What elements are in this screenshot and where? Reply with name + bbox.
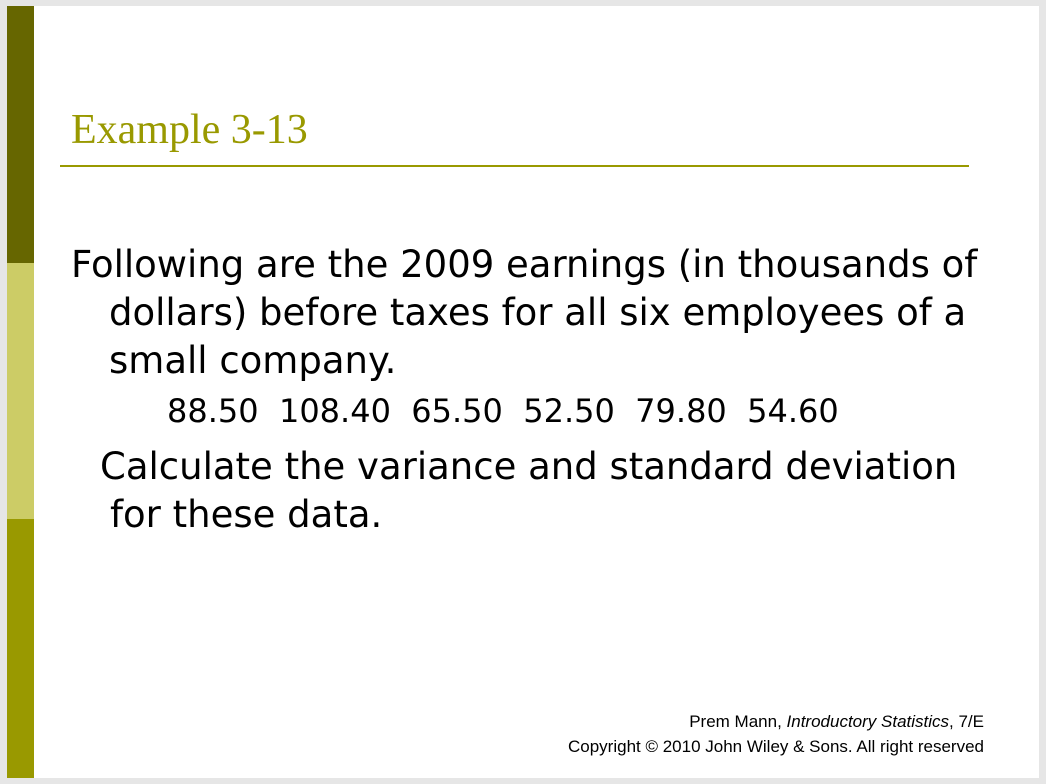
slide-footer: Prem Mann, Introductory Statistics, 7/E … [568,709,984,759]
footer-book-title: Introductory Statistics [786,712,950,731]
slide-title: Example 3-13 [71,107,308,153]
problem-statement: Following are the 2009 earnings (in thou… [71,243,978,382]
title-underline [60,165,969,167]
problem-question: Calculate the variance and standard devi… [100,445,958,536]
footer-edition: , 7/E [949,712,984,731]
side-bar-bottom-segment [7,519,34,778]
footer-citation: Prem Mann, Introductory Statistics, 7/E [568,709,984,734]
side-bar-top-segment [7,6,34,263]
footer-copyright: Copyright © 2010 John Wiley & Sons. All … [567,737,984,756]
footer-author: Prem Mann, [689,712,787,731]
data-values: 88.50 108.40 65.50 52.50 79.80 54.60 [167,392,839,430]
slide: Example 3-13 Following are the 2009 earn… [7,6,1039,778]
side-bar-middle-segment [7,263,34,519]
